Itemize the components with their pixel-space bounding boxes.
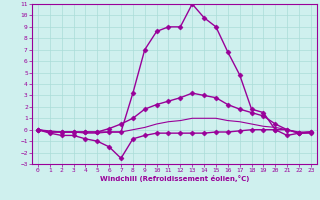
X-axis label: Windchill (Refroidissement éolien,°C): Windchill (Refroidissement éolien,°C) <box>100 175 249 182</box>
